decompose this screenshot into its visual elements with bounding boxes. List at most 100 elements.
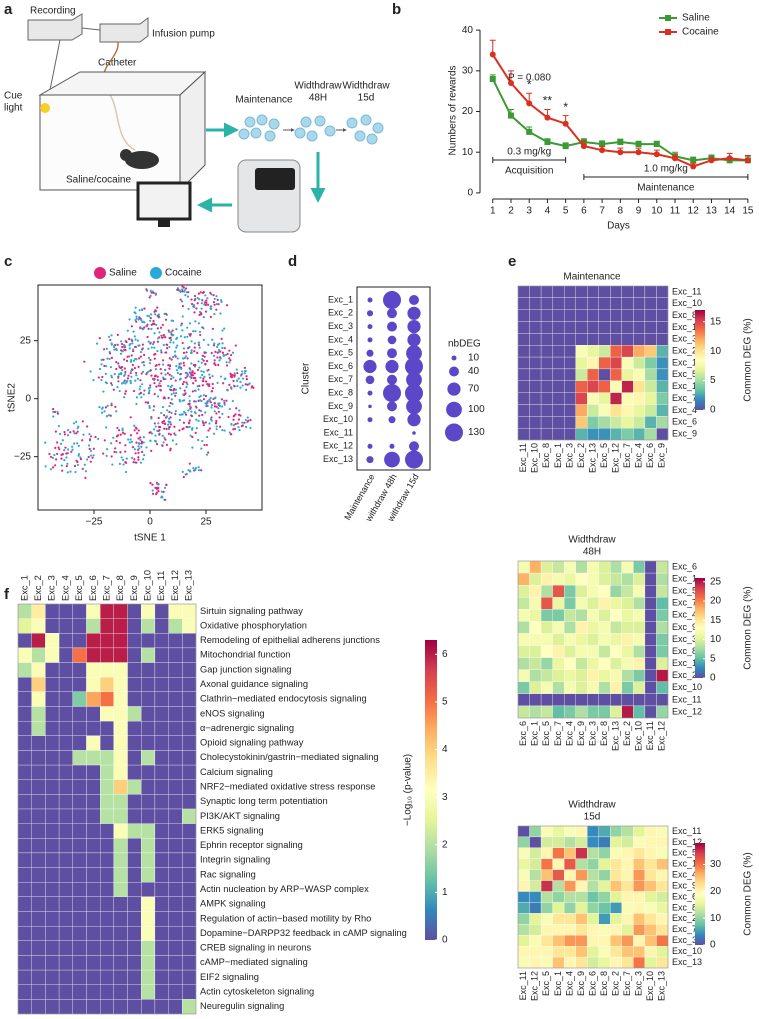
heat-cell bbox=[529, 825, 542, 838]
scatter-dot bbox=[110, 334, 113, 337]
scatter-dot bbox=[137, 318, 140, 321]
scatter-dot bbox=[169, 338, 173, 342]
dot bbox=[409, 441, 419, 452]
scatter-dot bbox=[71, 445, 74, 448]
heat-cell bbox=[598, 597, 611, 610]
legend-label: Saline bbox=[682, 13, 710, 24]
heat-cell bbox=[633, 356, 646, 370]
heat-cell bbox=[540, 309, 553, 322]
heat-cell bbox=[182, 867, 197, 883]
heat-cell bbox=[633, 572, 646, 586]
dot bbox=[387, 401, 397, 412]
heat-cell bbox=[598, 285, 611, 298]
scatter-dot bbox=[169, 447, 172, 450]
scatter-dot bbox=[60, 457, 63, 460]
scatter-dot bbox=[187, 346, 190, 350]
scatter-dot bbox=[92, 447, 95, 450]
row-label: Exc_2 bbox=[672, 913, 697, 923]
heat-cell bbox=[100, 955, 114, 971]
heat-cell bbox=[100, 764, 114, 780]
scatter-dot bbox=[125, 340, 128, 344]
heat-cell bbox=[587, 621, 599, 634]
heat-cell bbox=[154, 896, 169, 912]
heat-cell bbox=[100, 808, 114, 824]
heat-cell bbox=[154, 779, 169, 795]
scatter-dot bbox=[169, 433, 172, 436]
heat-cell bbox=[610, 681, 622, 694]
heat-cell bbox=[154, 633, 169, 649]
scatter-dot bbox=[165, 351, 168, 354]
heat-cell bbox=[182, 779, 197, 795]
legend-label: Cocaine bbox=[682, 27, 719, 38]
annotation: P = 0.080 bbox=[508, 73, 551, 84]
scatter-dot bbox=[128, 318, 131, 321]
heat-cell bbox=[45, 852, 60, 868]
scatter-dot bbox=[202, 327, 205, 330]
heat-cell bbox=[644, 669, 657, 682]
scatter-dot bbox=[241, 424, 244, 427]
scatter-dot bbox=[120, 340, 123, 343]
heat-cell bbox=[633, 946, 646, 958]
heat-cell bbox=[31, 925, 46, 941]
col-label: Exc_2 bbox=[610, 971, 620, 996]
scatter-dot bbox=[209, 291, 212, 294]
scatter-dot bbox=[155, 363, 158, 367]
row-label: Exc_12 bbox=[672, 381, 702, 391]
heat-cell bbox=[517, 285, 530, 298]
scatter-dot bbox=[176, 344, 179, 347]
scatter-dot bbox=[176, 357, 179, 360]
heat-cell bbox=[564, 858, 576, 870]
size-legend-dot bbox=[449, 366, 459, 377]
heat-cell bbox=[72, 735, 87, 751]
y-tick-label: Exc_4 bbox=[328, 334, 353, 344]
scatter-dot bbox=[236, 422, 239, 425]
scatter-dot bbox=[167, 364, 170, 367]
y-tick-label: 0 bbox=[467, 188, 473, 199]
legend-marker bbox=[150, 267, 162, 279]
scatter-dot bbox=[166, 347, 169, 350]
scatter-dot bbox=[191, 390, 194, 393]
scatter-dot bbox=[181, 341, 184, 345]
heat-cell bbox=[621, 681, 634, 694]
heat-cell bbox=[598, 633, 611, 646]
scatter-dot bbox=[217, 363, 220, 367]
scatter-dot bbox=[181, 470, 184, 474]
heat-cell bbox=[86, 882, 101, 898]
heat-cell bbox=[552, 404, 565, 417]
heat-cell bbox=[575, 285, 588, 298]
scatter-dot bbox=[190, 371, 193, 374]
scatter-dot bbox=[156, 327, 159, 330]
dot bbox=[405, 450, 423, 469]
scatter-dot bbox=[214, 396, 217, 399]
heat-cell bbox=[58, 882, 73, 898]
scatter-dot bbox=[149, 481, 152, 485]
heat-cell bbox=[644, 935, 657, 947]
heat-cell bbox=[564, 681, 576, 694]
marker bbox=[489, 75, 496, 82]
scatter-dot bbox=[83, 360, 86, 363]
scatter-dot bbox=[61, 452, 64, 456]
scatter-dot bbox=[130, 325, 133, 328]
heat-cell bbox=[17, 911, 32, 927]
heat-cell bbox=[17, 838, 32, 854]
scatter-dot bbox=[211, 375, 214, 378]
heat-cell bbox=[656, 935, 669, 947]
heat-cell bbox=[644, 368, 657, 381]
heat-cell bbox=[58, 618, 73, 634]
scatter-dot bbox=[152, 405, 156, 408]
scatter-dot bbox=[131, 456, 134, 460]
scatter-dot bbox=[245, 375, 248, 378]
scatter-dot bbox=[193, 342, 196, 345]
scatter-dot bbox=[131, 342, 134, 345]
scatter-dot bbox=[66, 434, 70, 437]
heat-cell bbox=[72, 955, 87, 971]
heat-cell bbox=[610, 669, 622, 682]
scatter-dot bbox=[138, 344, 141, 347]
scatter-dot bbox=[217, 402, 220, 405]
scatter-dot bbox=[109, 366, 112, 369]
heat-cell bbox=[644, 392, 657, 405]
scatter-dot bbox=[223, 401, 226, 405]
scatter-dot bbox=[79, 458, 83, 461]
scatter-dot bbox=[238, 429, 241, 432]
label: light bbox=[4, 103, 23, 114]
